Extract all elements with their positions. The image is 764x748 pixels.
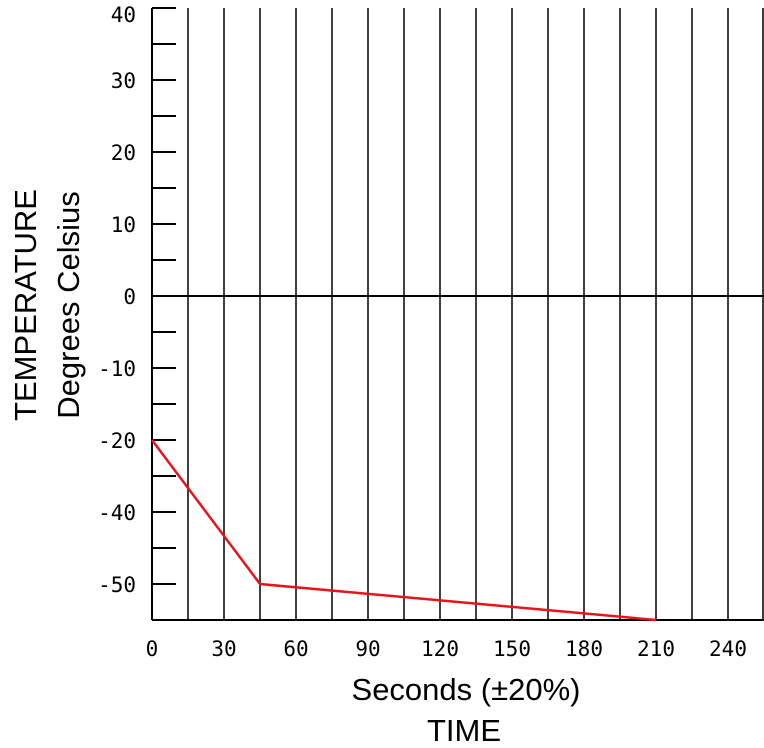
x-tick-labels: 0 30 60 90 120 150 180 210 240 bbox=[146, 637, 747, 661]
x-tick-label: 180 bbox=[565, 637, 603, 661]
x-tick-label: 30 bbox=[211, 637, 236, 661]
x-axis-label: Seconds (±20%) bbox=[352, 672, 581, 707]
x-tick-label: 120 bbox=[421, 637, 459, 661]
x-tick-label: 90 bbox=[355, 637, 380, 661]
y-tick-label: 30 bbox=[111, 69, 136, 93]
series-group bbox=[151, 439, 657, 622]
y-minor-ticks bbox=[152, 7, 176, 585]
y-tick-labels: 40 30 20 10 0 -10 -20 -40 -50 bbox=[98, 3, 136, 597]
x-tick-label: 240 bbox=[709, 637, 747, 661]
y-tick-label: 40 bbox=[111, 3, 136, 27]
y-tick-label: -50 bbox=[98, 573, 136, 597]
y-axis-label: TEMPERATURE bbox=[8, 189, 43, 421]
x-tick-label: 60 bbox=[283, 637, 308, 661]
x-tick-label: 210 bbox=[637, 637, 675, 661]
temperature-series-line bbox=[151, 439, 657, 622]
x-tick-label: 0 bbox=[146, 637, 159, 661]
y-tick-label: -20 bbox=[98, 429, 136, 453]
y-tick-label: -10 bbox=[98, 357, 136, 381]
y-tick-label: -40 bbox=[98, 501, 136, 525]
x-tick-label: 150 bbox=[493, 637, 531, 661]
y-tick-label: 0 bbox=[123, 285, 136, 309]
x-axis-label-secondary: TIME bbox=[427, 713, 501, 748]
grid-lines bbox=[151, 8, 764, 621]
y-tick-label: 20 bbox=[111, 141, 136, 165]
y-axis-label-secondary: Degrees Celsius bbox=[51, 191, 86, 418]
y-tick-label: 10 bbox=[111, 213, 136, 237]
